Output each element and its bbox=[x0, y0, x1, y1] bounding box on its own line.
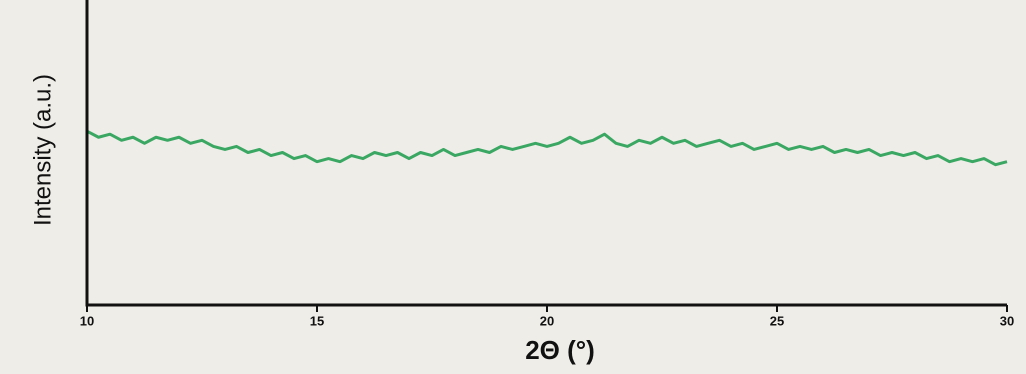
x-axis-label: 2Θ (°) bbox=[525, 335, 595, 365]
x-tick-label: 25 bbox=[770, 313, 784, 328]
x-tick-label: 20 bbox=[540, 313, 554, 328]
y-axis-label: Intensity (a.u.) bbox=[29, 74, 56, 226]
x-tick-label: 30 bbox=[1000, 313, 1014, 328]
x-tick-label: 10 bbox=[80, 313, 94, 328]
x-tick-label: 15 bbox=[310, 313, 324, 328]
data-line bbox=[86, 129, 1008, 167]
